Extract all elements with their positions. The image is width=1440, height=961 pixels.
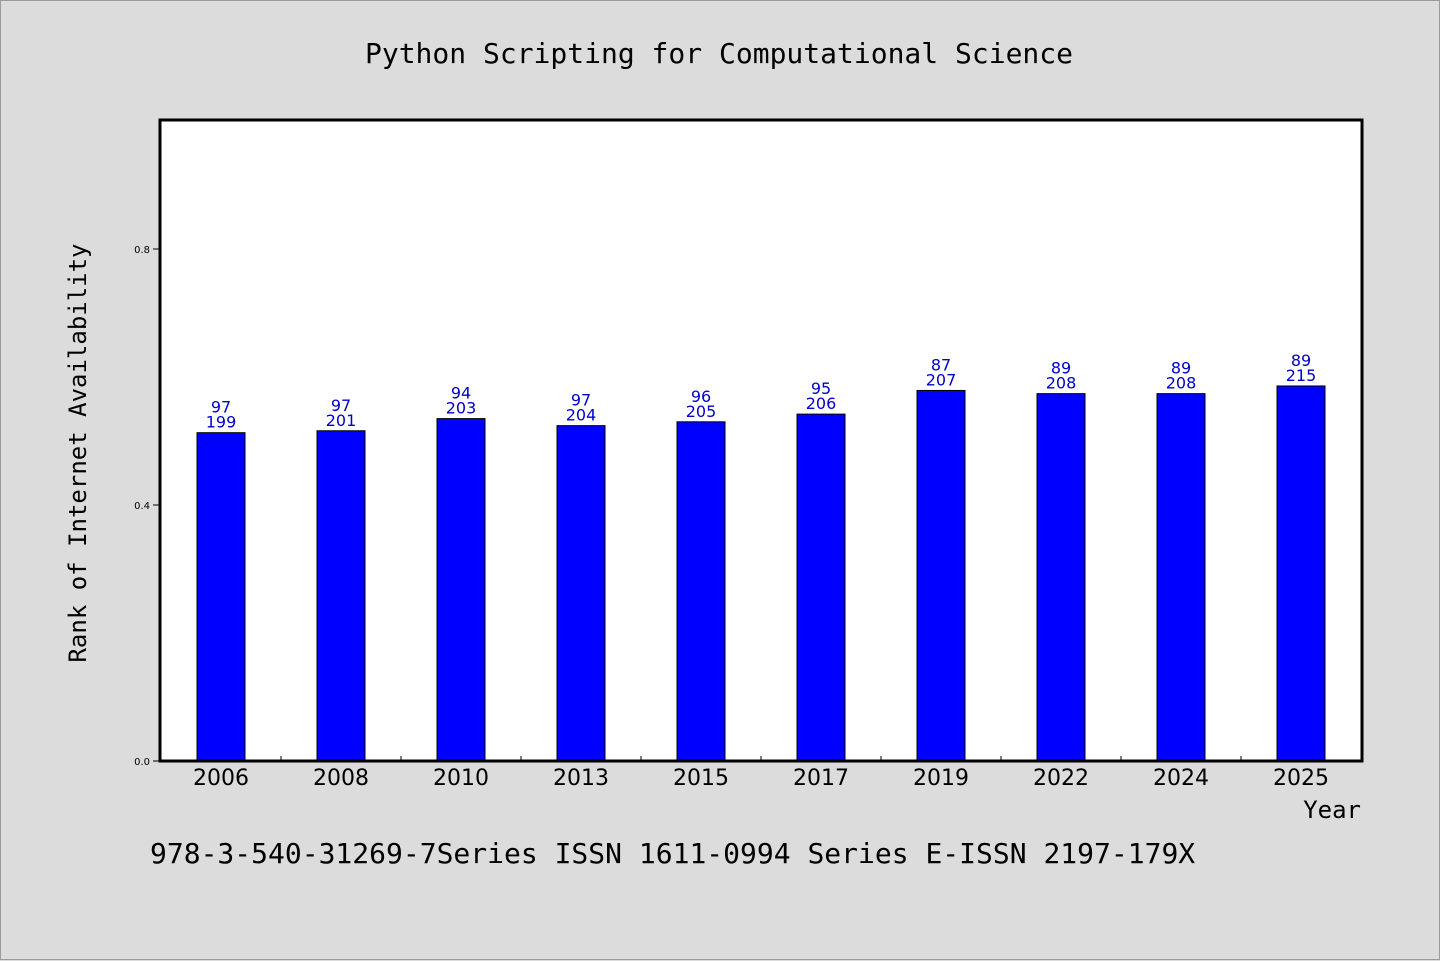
bar-2015 [676,421,726,762]
x-tick-label: 2025 [1273,766,1329,791]
bar-label-bottom: 205 [686,402,717,421]
bar-2024 [1156,393,1206,762]
bar-label-top: 97 [331,396,351,415]
bar-label-bottom: 206 [806,394,837,413]
y-tick-label: 0.8 [134,245,150,256]
x-tick-label: 2006 [193,766,249,791]
x-tick-label: 2015 [673,766,729,791]
y-axis: 0.0 0.4 0.8 [134,245,161,768]
bar-label-top: 87 [931,355,951,374]
bar-2010 [436,418,486,762]
x-tick-label: 2024 [1153,766,1209,791]
y-tick-label: 0.0 [134,757,150,768]
bars-group [196,385,1326,762]
bar-label-bottom: 207 [926,370,957,389]
x-tick-label: 2010 [433,766,489,791]
bar-label-top: 97 [571,391,591,410]
bar-2008 [316,430,366,762]
bar-label-bottom: 208 [1166,374,1197,393]
isbn-issn-footer: 978-3-540-31269-7Series ISSN 1611-0994 S… [150,837,1195,870]
bar-2025 [1276,385,1326,762]
bar-2013 [556,425,606,762]
x-tick-label: 2017 [793,766,849,791]
bar-label-bottom: 215 [1286,366,1317,385]
chart-title: Python Scripting for Computational Scien… [365,37,1073,70]
y-axis-label: Rank of Internet Availability [64,243,92,662]
bar-2006 [196,432,246,762]
bar-label-bottom: 208 [1046,374,1077,393]
x-tick-label: 2008 [313,766,369,791]
bar-label-bottom: 204 [566,406,597,425]
bar-label-bottom: 199 [206,413,237,432]
bar-label-bottom: 201 [326,411,357,430]
bar-label-top: 89 [1051,359,1071,378]
x-tick-label: 2019 [913,766,969,791]
bar-label-bottom: 203 [446,399,477,418]
bar-2022 [1036,393,1086,762]
bar-label-top: 89 [1171,359,1191,378]
bar-2019 [916,389,966,762]
bar-label-top: 95 [811,379,831,398]
x-tick-labels: 2006 2008 2010 2013 2015 2017 2019 2022 2024 2025 [193,766,1329,791]
x-axis-label: Year [1303,796,1361,824]
bar-label-top: 94 [451,384,471,403]
plot-frame [158,118,1364,763]
x-tick-label: 2022 [1033,766,1089,791]
x-tick-label: 2013 [553,766,609,791]
bar-label-top: 89 [1291,351,1311,370]
y-tick-label: 0.4 [134,501,150,512]
bar-label-top: 96 [691,387,711,406]
bar-2017 [796,413,846,762]
bar-label-top: 97 [211,398,231,417]
